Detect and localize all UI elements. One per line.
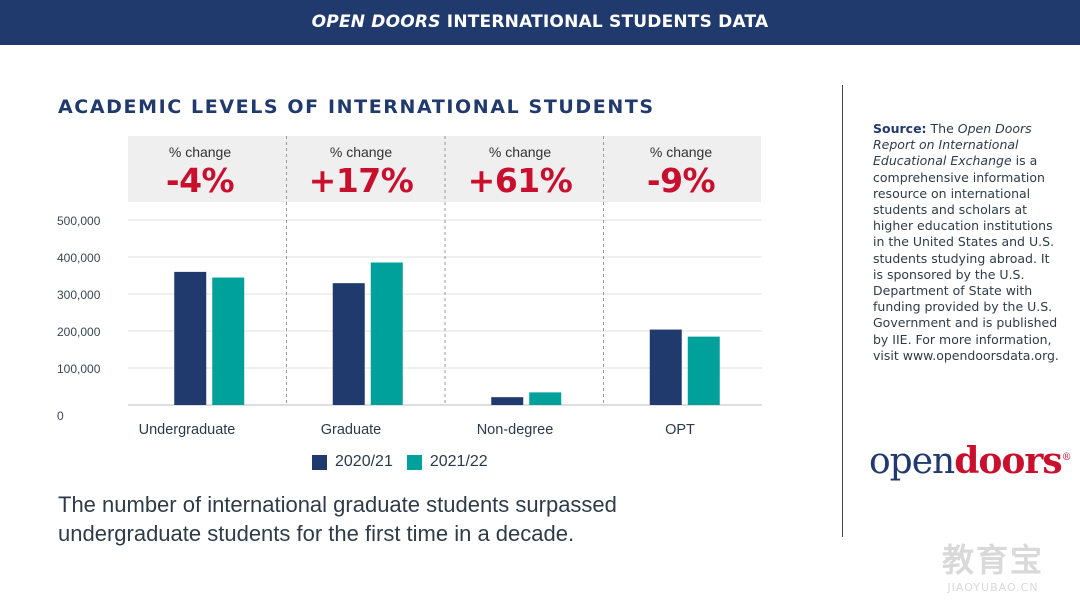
change-graduate: % change +17%	[291, 136, 431, 200]
change-value: +17%	[308, 161, 414, 200]
bar	[649, 329, 682, 405]
open-doors-logo: opendoors®	[869, 440, 1072, 482]
vertical-divider	[842, 85, 843, 537]
change-label: % change	[649, 144, 713, 160]
watermark-text: 教育宝	[941, 541, 1044, 579]
y-tick-label: 200,000	[57, 325, 101, 339]
bar	[212, 277, 245, 405]
watermark: 教育宝 JIAOYUBAO.CN	[918, 535, 1068, 594]
y-tick-label: 100,000	[57, 362, 101, 376]
x-label-undergraduate: Undergraduate	[138, 422, 236, 438]
header-title-emphasis: OPEN DOORS	[311, 12, 441, 32]
source-text: is a comprehensive information resource …	[873, 153, 1059, 363]
watermark-url: JIAOYUBAO.CN	[947, 581, 1039, 594]
change-value: +61%	[467, 161, 573, 200]
y-tick-label: 0	[57, 409, 64, 423]
x-label-graduate: Graduate	[320, 422, 382, 438]
x-label-opt: OPT	[665, 422, 695, 438]
logo-open: open	[869, 441, 955, 482]
bar	[332, 283, 365, 405]
legend-label: 2021/22	[429, 453, 488, 470]
bar	[687, 336, 720, 405]
y-tick-label: 300,000	[57, 288, 101, 302]
legend-item-2020-21: 2020/21	[312, 453, 393, 471]
bar	[491, 397, 524, 405]
legend-swatch	[406, 454, 422, 470]
x-label-non-degree: Non-degree	[476, 422, 554, 438]
source-note: Source: The Open Doors Report on Interna…	[873, 121, 1063, 364]
legend-label: 2020/21	[335, 453, 393, 470]
registered-mark: ®	[1061, 452, 1072, 463]
change-label: % change	[488, 144, 552, 160]
change-opt: % change -9%	[611, 136, 751, 200]
source-text-pre: The	[926, 121, 958, 136]
change-value: -4%	[165, 161, 235, 200]
source-report-title: Open Doors Report on International Educa…	[873, 121, 1032, 169]
section-title: ACADEMIC LEVELS OF INTERNATIONAL STUDENT…	[58, 96, 655, 118]
header-bar: OPEN DOORS INTERNATIONAL STUDENTS DATA	[0, 0, 1080, 45]
legend-swatch	[312, 454, 327, 470]
bar	[174, 271, 207, 405]
legend-item-2021-22: 2021/22	[406, 453, 488, 471]
logo-doors: doors	[954, 440, 1062, 482]
change-value: -9%	[646, 161, 716, 200]
source-label: Source:	[873, 121, 927, 136]
change-undergraduate: % change -4%	[130, 136, 270, 200]
change-label: % change	[329, 144, 393, 160]
change-non-degree: % change +61%	[450, 136, 590, 200]
bar	[370, 262, 403, 405]
y-tick-label: 500,000	[57, 214, 101, 228]
bar	[529, 392, 562, 405]
chart-caption: The number of international graduate stu…	[58, 492, 617, 546]
change-label: % change	[168, 144, 232, 160]
header-title: INTERNATIONAL STUDENTS DATA	[440, 12, 769, 32]
chart-legend: 2020/21 2021/22	[312, 452, 502, 472]
y-tick-label: 400,000	[57, 251, 101, 265]
